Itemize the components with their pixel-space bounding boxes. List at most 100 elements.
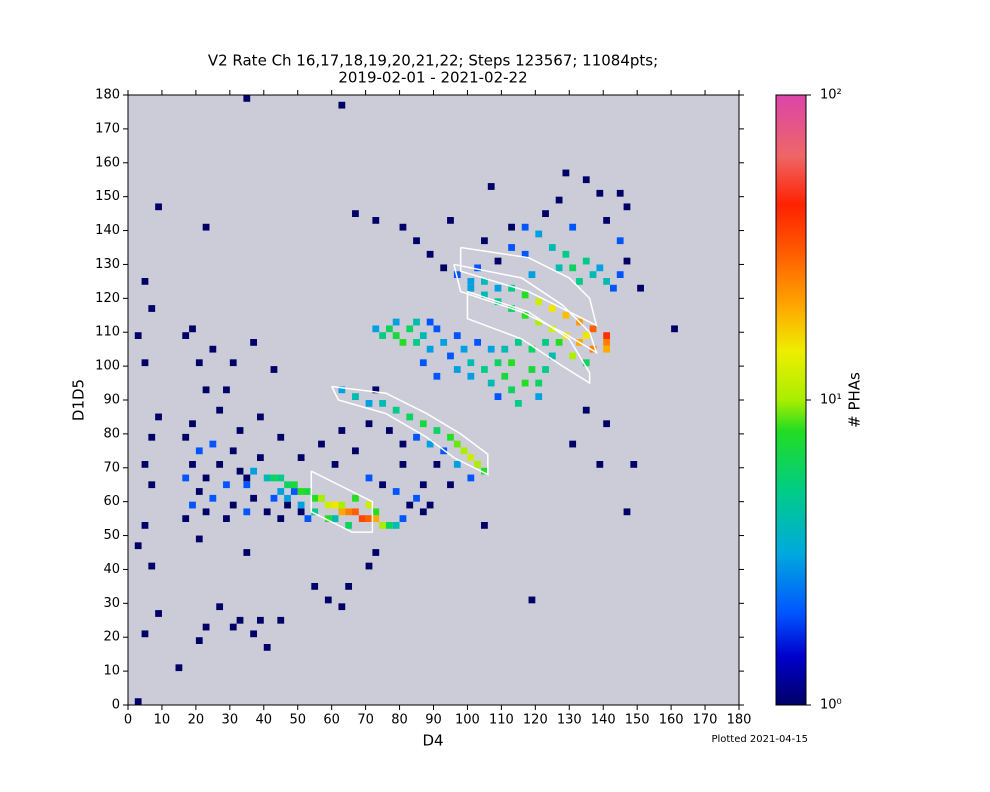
heatmap-cell [324,596,332,604]
chart-title: V2 Rate Ch 16,17,18,19,20,21,22; Steps 1… [208,52,658,70]
heatmap-cell [141,359,149,367]
heatmap-cell [141,522,149,529]
heatmap-cell [433,461,441,468]
heatmap-cell [216,461,224,468]
heatmap-cell [277,488,285,495]
x-tick-label: 10 [154,713,171,728]
y-tick-label: 150 [95,189,120,204]
x-tick-label: 160 [659,713,684,728]
heatmap-cell [365,420,373,428]
heatmap-cell [406,325,414,333]
heatmap-cell [236,616,244,624]
heatmap-cell [521,223,529,231]
heatmap-cell [582,406,590,414]
heatmap-cell [474,461,482,468]
heatmap-cell [392,488,400,495]
heatmap-cell [487,183,495,190]
heatmap-cell [596,264,604,272]
heatmap-cell [616,237,624,245]
y-tick-label: 120 [95,291,120,306]
heatmap-cell [284,494,291,502]
heatmap-cell [345,522,353,529]
heatmap-cell [270,474,278,482]
heatmap-cell [453,271,461,278]
y-tick-label: 90 [103,393,120,408]
heatmap-cell [514,339,522,346]
heatmap-cell [508,386,515,394]
heatmap-cell [189,461,196,468]
region-outline [330,385,489,476]
heatmap-cell [352,447,359,455]
region-outline [466,290,591,385]
heatmap-cell [372,549,380,556]
heatmap-cell [195,447,203,455]
heatmap-cell [379,522,386,529]
heatmap-cell [304,488,312,495]
heatmap-cell [426,501,434,509]
y-tick-label: 160 [95,155,120,170]
heatmap-cell [182,433,190,441]
y-tick-label: 140 [95,223,120,238]
heatmap-cell [155,413,162,421]
y-tick-label: 20 [103,630,120,645]
x-tick-label: 40 [256,713,273,728]
y-axis-label: D1D5 [70,379,88,421]
y-tick-label: 100 [95,359,120,374]
heatmap-cell [290,481,298,489]
heatmap-cell [379,400,386,407]
heatmap-cell [318,494,325,502]
heatmap-cell [229,623,237,631]
heatmap-cell [379,332,386,339]
heatmap-cell [426,345,434,353]
heatmap-cell [392,406,400,414]
heatmap-cell [474,264,482,272]
heatmap-cell [440,264,448,272]
heatmap-cell [277,474,285,482]
heatmap-cell [352,494,359,502]
heatmap-cell [223,481,230,489]
heatmap-cell [548,244,556,251]
heatmap-cell [399,515,407,522]
x-tick-label: 140 [591,713,616,728]
heatmap-cell [623,203,631,211]
heatmap-cell [365,501,373,509]
heatmap-cell [189,420,196,428]
heatmap-cell [413,237,420,245]
heatmap-cell [467,284,475,292]
heatmap-cell [576,278,583,285]
y-tick-label: 60 [103,494,120,509]
heatmap-cell [277,616,285,624]
heatmap-cell [474,339,482,346]
heatmap-cell [236,467,244,475]
heatmap-cell [487,379,495,387]
heatmap-cell [365,400,373,407]
heatmap-cell [623,257,631,265]
heatmap-cell [508,284,515,292]
x-axis-label: D4 [422,732,443,750]
heatmap-cell [460,447,468,455]
y-tick-label: 10 [103,664,120,679]
heatmap-cell [562,311,570,319]
heatmap-cell [501,372,509,380]
heatmap-cell [521,311,529,319]
x-tick-label: 170 [693,713,718,728]
heatmap-cell [514,400,522,407]
heatmap-cell [589,325,597,333]
heatmap-cell [304,515,312,522]
y-tick-label: 30 [103,596,120,611]
heatmap-cell [542,339,549,346]
heatmap-cell [148,433,156,441]
heatmap-cell [582,176,590,184]
heatmap-cell [243,549,251,556]
heatmap-cell [365,562,373,570]
colorbar-tick-label: 10² [820,88,842,103]
x-tick-label: 150 [625,713,650,728]
heatmap-cell [148,481,156,489]
x-tick-label: 100 [455,713,480,728]
heatmap-cell [338,508,346,516]
footnote: Plotted 2021-04-15 [711,734,808,745]
heatmap-cell [324,501,332,509]
heatmap-cell [338,101,346,109]
heatmap-cell [467,278,475,285]
